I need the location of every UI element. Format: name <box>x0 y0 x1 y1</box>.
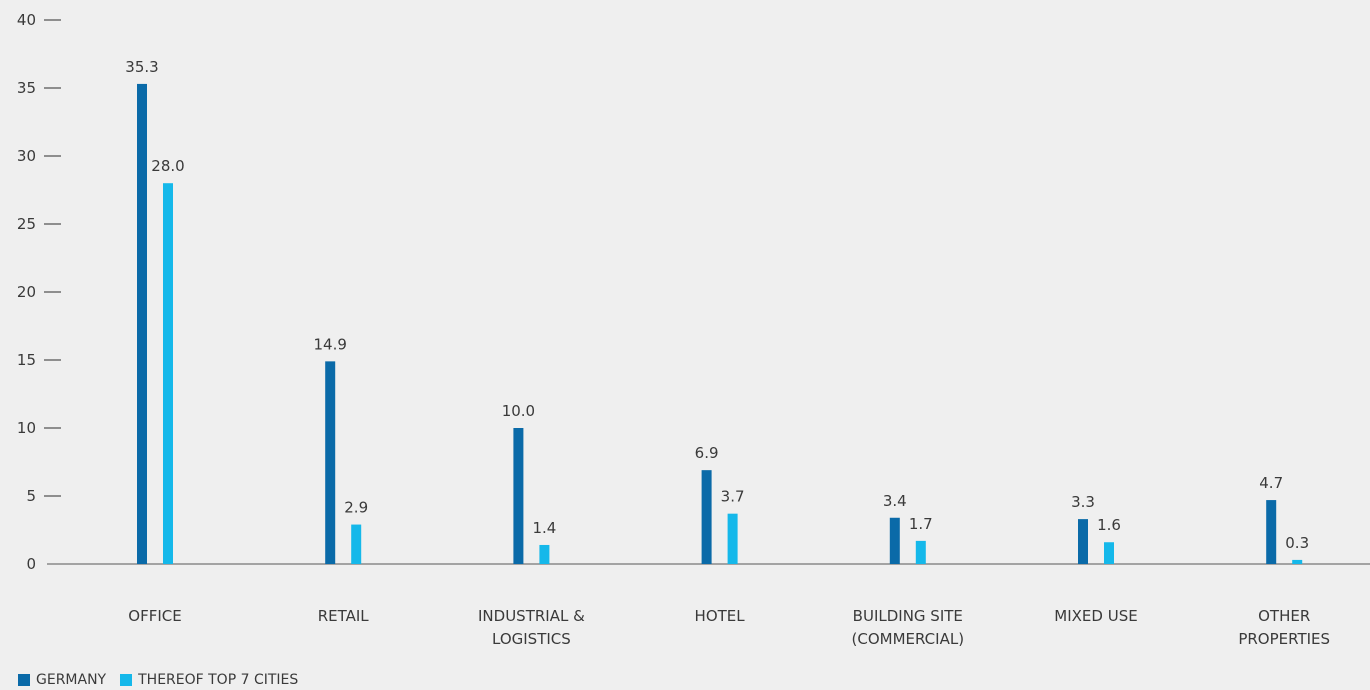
value-label-germany: 3.3 <box>1071 493 1095 511</box>
bar-top7 <box>351 524 362 564</box>
x-category-label: HOTEL <box>695 607 746 625</box>
value-label-germany: 35.3 <box>125 58 158 76</box>
x-category-label: OFFICE <box>128 607 181 625</box>
x-category-label: OTHER <box>1258 607 1310 625</box>
legend-label-top7: THEREOF TOP 7 CITIES <box>138 672 299 688</box>
y-tick-label: 25 <box>17 215 36 233</box>
y-tick-label: 0 <box>26 555 36 573</box>
x-category-label: PROPERTIES <box>1238 630 1330 648</box>
value-labels: 35.3 28.0 14.9 2.9 10.0 1.4 6.9 3.7 3.41.7 3.31.6… <box>125 58 1309 552</box>
value-label-top7: 1.4 <box>532 519 556 537</box>
bar-germany <box>889 517 900 564</box>
x-category-label: RETAIL <box>318 607 370 625</box>
value-label-top7: 1.7 <box>909 515 933 533</box>
y-tick-label: 5 <box>26 487 36 505</box>
y-axis: 0 5 10 15 20 25 30 35 40 <box>17 11 61 573</box>
bar-top7 <box>727 513 738 564</box>
value-label-top7: 2.9 <box>344 499 368 517</box>
bar-top7 <box>1104 542 1114 564</box>
bars <box>137 83 1303 565</box>
value-label-germany: 6.9 <box>695 444 719 462</box>
bar-germany <box>701 470 712 564</box>
y-tick-label: 15 <box>17 351 36 369</box>
value-label-top7: 3.7 <box>721 488 745 506</box>
x-category-label: (COMMERCIAL) <box>852 630 965 648</box>
bar-germany <box>325 361 336 564</box>
y-tick-label: 40 <box>17 11 36 29</box>
legend-label-germany: GERMANY <box>36 672 107 688</box>
x-category-label: INDUSTRIAL & <box>478 607 585 625</box>
y-tick-label: 20 <box>17 283 36 301</box>
value-label-germany: 14.9 <box>313 335 346 353</box>
x-category-label: LOGISTICS <box>492 630 571 648</box>
x-category-label: MIXED USE <box>1054 607 1137 625</box>
bar-top7 <box>539 544 550 564</box>
legend: GERMANY THEREOF TOP 7 CITIES <box>18 671 312 689</box>
y-tick-label: 10 <box>17 419 36 437</box>
legend-swatch-top7 <box>120 674 133 686</box>
bar-germany <box>1266 500 1277 564</box>
y-tick-label: 30 <box>17 147 36 165</box>
bar-top7 <box>915 540 926 564</box>
x-axis-labels: OFFICE RETAIL INDUSTRIAL & LOGISTICS HOTEL BU… <box>128 607 1330 648</box>
bar-top7 <box>1292 559 1303 564</box>
value-label-germany: 3.4 <box>883 492 907 510</box>
bar-germany <box>513 428 524 564</box>
value-label-top7: 0.3 <box>1285 534 1309 552</box>
legend-swatch-germany <box>18 674 30 686</box>
value-label-germany: 4.7 <box>1259 474 1283 492</box>
value-label-germany: 10.0 <box>502 402 535 420</box>
bar-top7 <box>163 183 173 564</box>
value-label-top7: 28.0 <box>151 157 184 175</box>
y-tick-label: 35 <box>17 79 36 97</box>
legend-item-top7: THEREOF TOP 7 CITIES <box>120 672 298 688</box>
bar-germany <box>1078 519 1088 564</box>
value-label-top7: 1.6 <box>1097 516 1121 534</box>
x-category-label: BUILDING SITE <box>853 607 963 625</box>
bar-germany <box>137 83 147 565</box>
legend-item-germany: GERMANY <box>18 672 106 688</box>
